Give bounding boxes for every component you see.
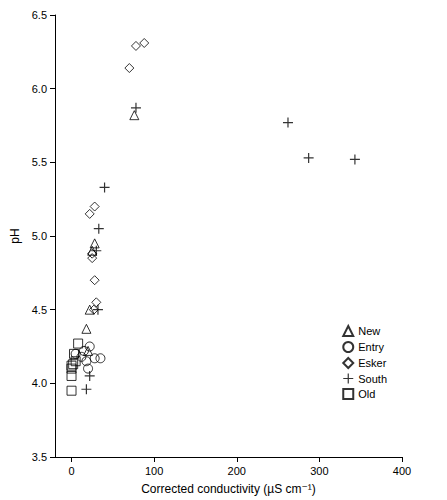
svg-text:5.5: 5.5	[32, 156, 47, 168]
svg-text:Corrected conductivity (µS cm⁻: Corrected conductivity (µS cm⁻¹)	[141, 482, 316, 496]
svg-text:Old: Old	[358, 388, 375, 400]
svg-text:pH: pH	[8, 228, 22, 243]
svg-text:New: New	[358, 325, 380, 337]
svg-text:4.5: 4.5	[32, 304, 47, 316]
svg-text:6.0: 6.0	[32, 83, 47, 95]
svg-text:400: 400	[393, 465, 411, 477]
svg-text:5.0: 5.0	[32, 230, 47, 242]
svg-text:Entry: Entry	[358, 341, 384, 353]
svg-text:6.5: 6.5	[32, 9, 47, 21]
svg-text:200: 200	[228, 465, 246, 477]
svg-text:South: South	[358, 373, 387, 385]
svg-text:0: 0	[68, 465, 74, 477]
svg-text:Esker: Esker	[358, 357, 386, 369]
svg-text:300: 300	[310, 465, 328, 477]
svg-text:100: 100	[145, 465, 163, 477]
svg-text:3.5: 3.5	[32, 451, 47, 463]
svg-text:4.0: 4.0	[32, 377, 47, 389]
